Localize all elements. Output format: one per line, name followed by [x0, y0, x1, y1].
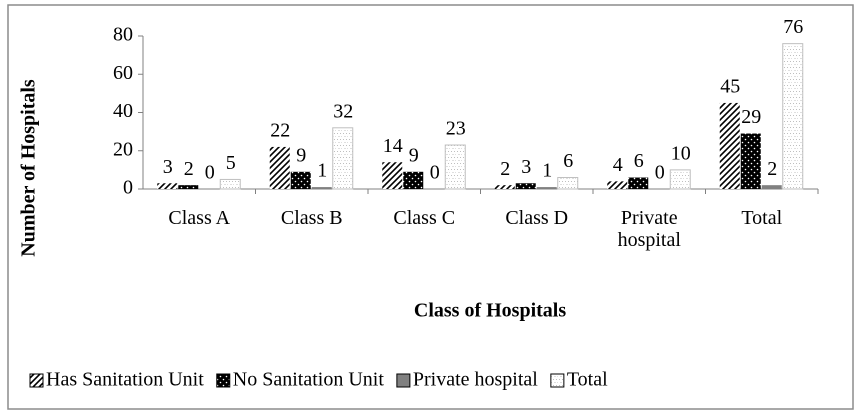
bar	[628, 177, 649, 189]
data-label: 0	[430, 162, 440, 184]
bar	[382, 162, 403, 189]
bar	[157, 183, 178, 189]
data-label: 6	[634, 150, 644, 172]
data-label: 76	[783, 16, 803, 38]
bar	[719, 102, 740, 189]
bar	[178, 185, 199, 189]
x-tick-label-box: Class A	[168, 207, 231, 229]
chart-frame	[7, 4, 854, 410]
legend-label: Private hospital	[413, 369, 538, 391]
data-label: 14	[383, 135, 403, 157]
data-label: 32	[333, 100, 353, 122]
bar	[290, 171, 311, 189]
y-tick-label: 20	[113, 138, 133, 160]
data-label: 3	[163, 156, 173, 178]
bar	[403, 171, 424, 189]
data-label: 23	[446, 118, 466, 140]
x-tick-label: Class D	[505, 207, 569, 229]
data-label: 1	[317, 160, 327, 182]
bar	[494, 185, 515, 189]
x-tick-label-box: Private hospital	[617, 207, 681, 251]
bar	[515, 183, 536, 189]
data-label: 0	[655, 162, 665, 184]
y-tick-label: 80	[113, 24, 133, 46]
x-axis-title: Class of Hospitals	[414, 300, 566, 322]
x-tick-label: Private hospital	[617, 207, 681, 251]
data-label: 1	[542, 160, 552, 182]
bar	[557, 177, 579, 190]
data-label: 22	[270, 120, 290, 142]
data-label: 2	[500, 158, 510, 180]
data-label: 2	[184, 158, 194, 180]
y-axis-title: Number of Hospitals	[18, 79, 40, 257]
y-tick-label: 40	[113, 100, 133, 122]
x-tick-label: Class C	[393, 207, 456, 229]
data-label: 29	[741, 106, 761, 128]
bar	[444, 144, 466, 190]
data-label: 5	[226, 152, 236, 174]
data-label: 0	[205, 162, 215, 184]
data-label: 6	[563, 150, 573, 172]
x-tick-label: Class B	[280, 207, 343, 229]
legend-label: Has Sanitation Unit	[46, 369, 204, 391]
bar	[782, 43, 804, 190]
data-label: 3	[521, 156, 531, 178]
legend-swatch	[550, 373, 565, 388]
x-tick-label-box: Class B	[280, 207, 343, 229]
data-label: 9	[296, 144, 306, 166]
x-tick-label: Total	[741, 207, 783, 229]
y-tick-label: 0	[123, 177, 133, 199]
data-label: 2	[767, 158, 777, 180]
x-tick-label-box: Class D	[505, 207, 569, 229]
y-tick-label: 60	[113, 62, 133, 84]
bar	[332, 127, 354, 190]
data-label: 10	[671, 142, 691, 164]
data-label: 4	[613, 154, 623, 176]
data-label: 45	[720, 76, 740, 98]
x-tick-label-box: Class C	[393, 207, 456, 229]
bar	[536, 187, 557, 189]
bar	[219, 178, 241, 190]
bar	[607, 181, 628, 189]
data-label: 9	[409, 144, 419, 166]
bar	[669, 169, 691, 190]
bar	[761, 185, 782, 189]
x-tick-label-box: Total	[741, 207, 783, 229]
legend-swatch	[396, 373, 411, 388]
x-tick-label: Class A	[168, 207, 231, 229]
bar	[269, 146, 290, 189]
bar	[740, 133, 761, 189]
legend-swatch	[29, 373, 44, 388]
legend-label: No Sanitation Unit	[233, 369, 385, 391]
bar	[311, 187, 332, 189]
legend-label: Total	[567, 369, 608, 391]
legend-swatch	[216, 373, 231, 388]
